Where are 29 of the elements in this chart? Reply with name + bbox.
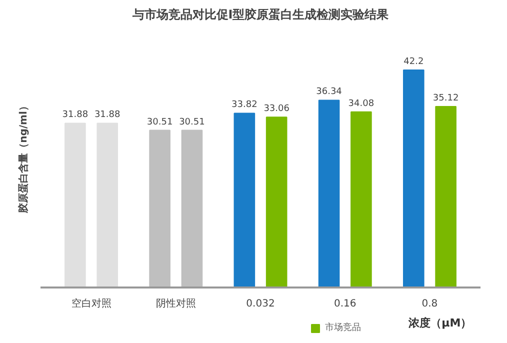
bar [234, 112, 256, 288]
bar [435, 106, 456, 288]
data-label: 30.51 [179, 117, 205, 128]
data-label: 36.34 [316, 87, 342, 98]
bar [266, 116, 288, 288]
bar [64, 122, 86, 288]
x-tick-label: 空白对照 [71, 298, 112, 310]
data-label: 33.06 [264, 104, 290, 114]
x-tick-label: 0.16 [334, 298, 356, 310]
bar [181, 130, 203, 288]
legend-label: 市场竞品 [325, 322, 361, 334]
data-label: 33.82 [232, 100, 258, 110]
data-label: 42.2 [404, 57, 424, 67]
bar [149, 130, 170, 288]
chart-title: 与市场竞品对比促I型胶原蛋白生成检测实验结果 [131, 8, 390, 22]
bar [350, 111, 372, 288]
data-label: 31.88 [94, 110, 121, 120]
x-tick-label: 阴性对照 [156, 298, 196, 310]
data-label: 34.08 [348, 98, 374, 109]
bar [318, 100, 340, 288]
x-tick-label: 0.8 [422, 298, 438, 310]
data-label: 31.88 [62, 110, 88, 120]
bar [96, 122, 118, 288]
x-axis-title: 浓度（μM） [408, 316, 472, 330]
y-axis-title: 胶原蛋白含量（ng/ml） [18, 101, 30, 214]
x-tick-label: 0.032 [246, 298, 275, 310]
data-label: 30.51 [146, 117, 173, 128]
bar [403, 70, 424, 288]
data-label: 35.12 [432, 93, 459, 104]
